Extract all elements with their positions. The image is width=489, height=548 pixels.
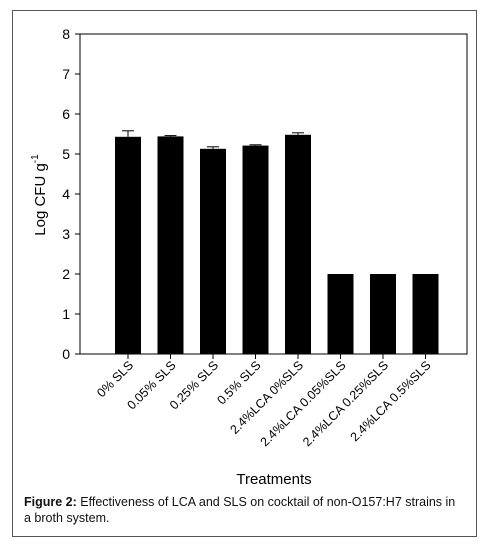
bar <box>200 148 226 354</box>
bars <box>115 130 439 354</box>
y-tick-label: 8 <box>62 26 70 42</box>
bar <box>242 145 269 354</box>
bar <box>115 136 141 354</box>
bar <box>327 274 354 354</box>
x-tick-label: 2.4%LCA 0%SLS <box>227 358 306 437</box>
y-tick-label: 7 <box>62 66 70 82</box>
y-axis: 0 1 2 3 4 5 6 7 8 <box>62 26 80 362</box>
y-axis-label-main: Log CFU g <box>32 163 49 236</box>
y-tick-label: 3 <box>62 226 70 242</box>
bar <box>370 274 396 354</box>
x-axis-label: Treatments <box>236 471 311 488</box>
caption-label: Figure 2: <box>24 495 77 509</box>
figure-caption: Figure 2: Effectiveness of LCA and SLS o… <box>24 494 464 526</box>
y-tick-label: 4 <box>62 186 70 202</box>
y-axis-label-superscript: -1 <box>30 154 41 163</box>
bar <box>412 274 439 354</box>
y-tick-label: 5 <box>62 146 70 162</box>
x-tick-label: 0% SLS <box>94 358 136 400</box>
bar <box>157 136 184 354</box>
x-tick-label: 2.4%LCA 0.5%SLS <box>348 358 434 444</box>
y-tick-label: 6 <box>62 106 70 122</box>
y-axis-label: Log CFU g-1 <box>30 154 49 236</box>
y-tick-label: 2 <box>62 266 70 282</box>
caption-text: Effectiveness of LCA and SLS on cocktail… <box>24 495 456 525</box>
bar <box>285 134 311 354</box>
y-tick-label: 1 <box>62 306 70 322</box>
y-tick-label: 0 <box>62 346 70 362</box>
